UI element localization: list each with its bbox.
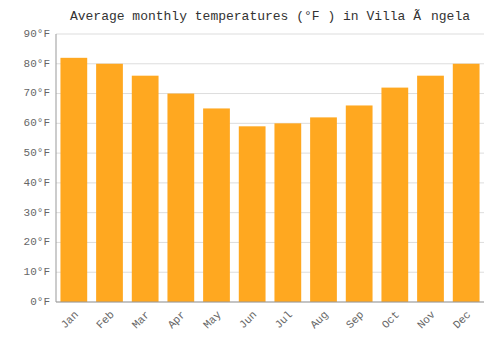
y-tick-label: 60°F <box>24 117 50 129</box>
x-axis-line <box>56 302 484 303</box>
y-tick-label: 80°F <box>24 58 50 70</box>
y-axis: 0°F 10°F 20°F 30°F 40°F 50°F 60°F 70°F 80°F 90°F <box>24 28 50 308</box>
x-tick-label: Jan <box>59 309 81 331</box>
y-tick-label: 40°F <box>24 177 50 189</box>
bar <box>96 64 123 302</box>
grid <box>56 34 484 302</box>
x-tick-label: Jun <box>237 309 259 331</box>
y-tick-label: 30°F <box>24 207 50 219</box>
bar <box>310 117 337 302</box>
bar <box>167 94 194 302</box>
bar <box>239 126 266 302</box>
chart: 0°F 10°F 20°F 30°F 40°F 50°F 60°F 70°F 80°F 90°F J… <box>0 0 500 350</box>
x-tick-label: Sep <box>344 309 366 331</box>
grid-line <box>56 34 484 35</box>
x-tick-label: Nov <box>415 308 438 331</box>
bar <box>60 58 87 302</box>
bar <box>453 64 480 302</box>
bar <box>417 76 444 302</box>
y-tick-label: 90°F <box>24 28 50 40</box>
x-tick-label: Dec <box>451 309 473 331</box>
y-tick-label: 0°F <box>30 296 50 308</box>
y-axis-line <box>56 34 57 302</box>
bars <box>60 58 479 302</box>
x-tick-label: Feb <box>94 309 116 331</box>
x-tick-label: Mar <box>130 309 152 331</box>
bar <box>203 108 230 302</box>
bar <box>381 88 408 302</box>
y-tick-label: 70°F <box>24 87 50 99</box>
y-tick-label: 50°F <box>24 147 50 159</box>
y-tick-label: 20°F <box>24 236 50 248</box>
y-tick-label: 10°F <box>24 266 50 278</box>
x-tick-label: Apr <box>166 309 188 331</box>
bar <box>132 76 159 302</box>
x-axis: Jan Feb Mar Apr May Jun Jul Aug Sep Oct Nov Dec <box>59 308 474 331</box>
bar <box>346 105 373 302</box>
title: Average monthly temperatures (°F ) in Vi… <box>70 9 470 24</box>
x-tick-label: Aug <box>308 309 330 331</box>
x-tick-label: May <box>201 308 224 331</box>
x-tick-label: Oct <box>380 309 402 331</box>
bar <box>274 123 301 302</box>
x-tick-label: Jul <box>273 309 295 331</box>
grid-line <box>56 302 484 303</box>
